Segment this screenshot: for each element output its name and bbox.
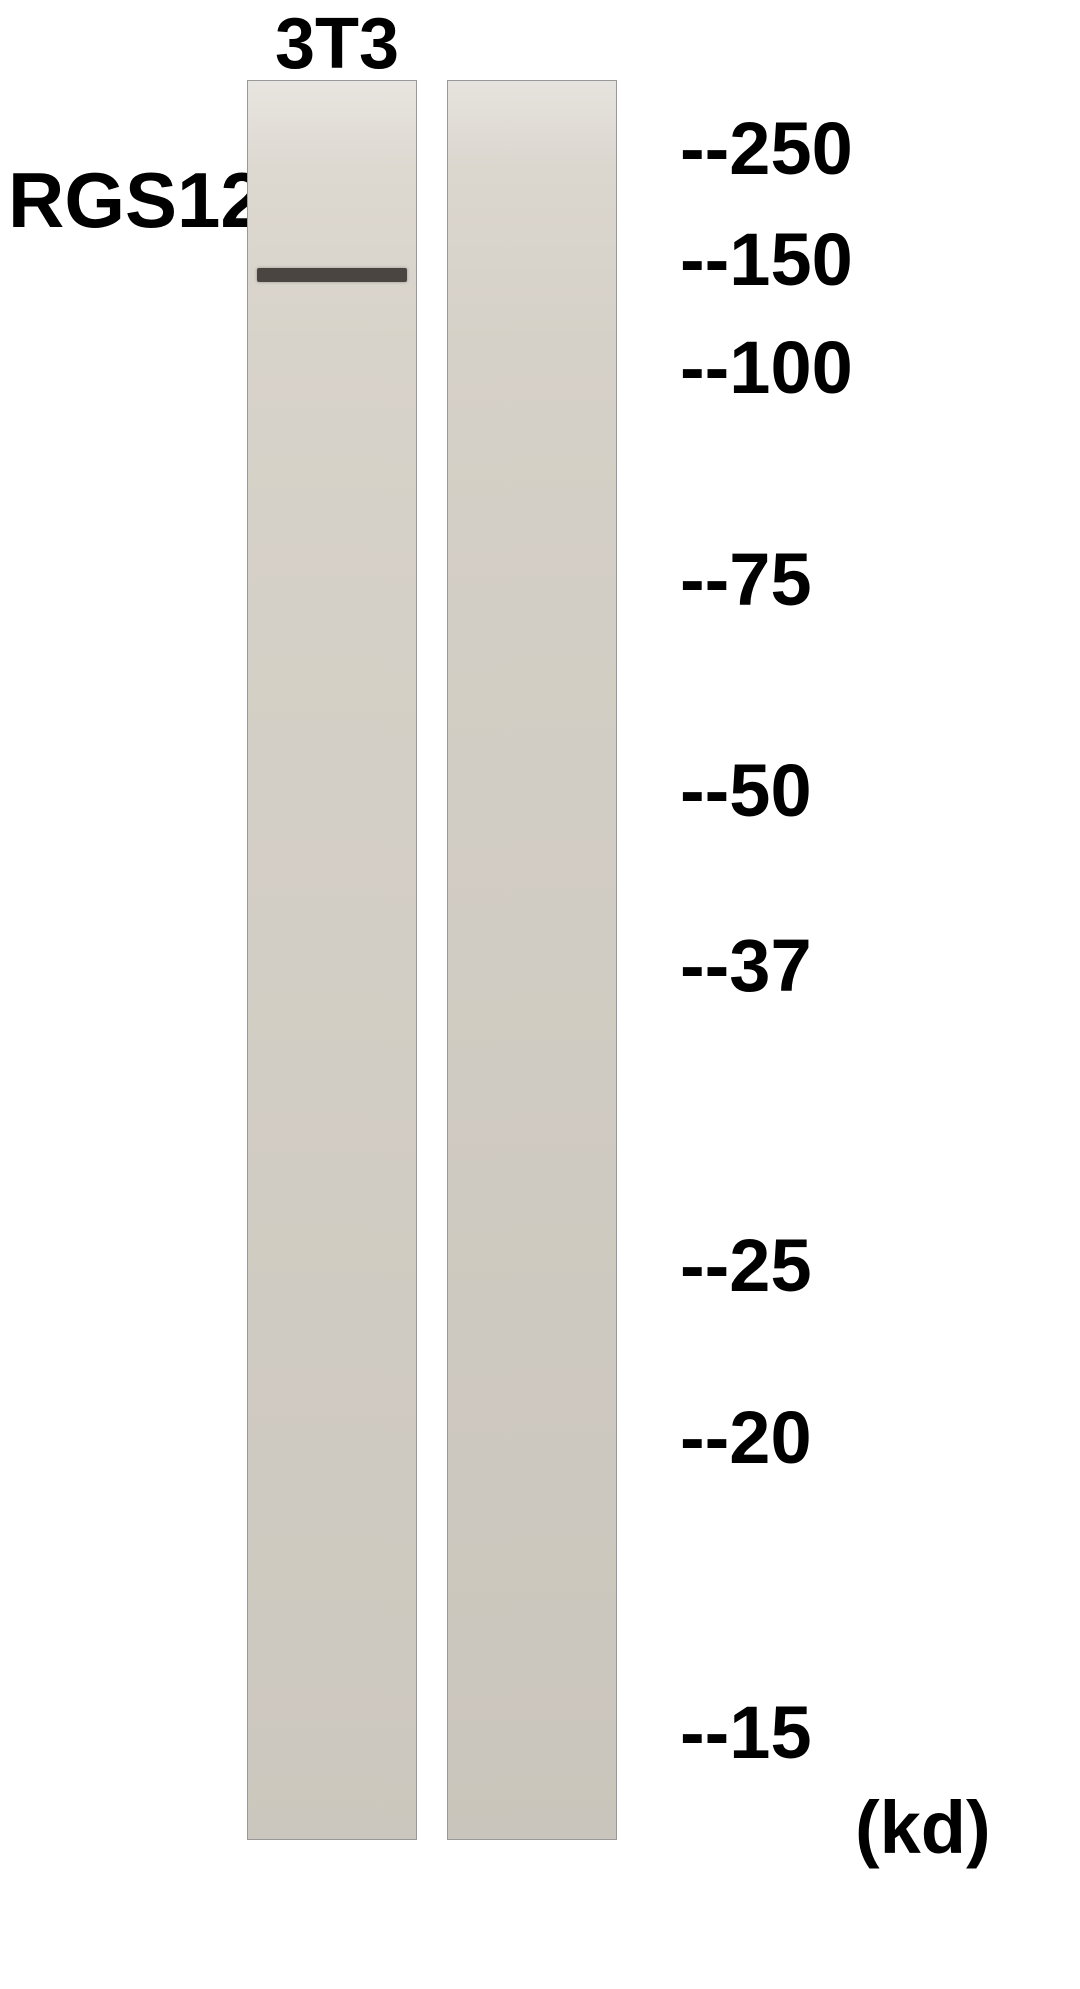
molecular-weight-marker: --150 bbox=[680, 217, 853, 302]
molecular-weight-marker: --250 bbox=[680, 106, 853, 191]
molecular-weight-marker: --75 bbox=[680, 537, 812, 622]
molecular-weight-marker: --15 bbox=[680, 1690, 812, 1775]
lane-header-label: 3T3 bbox=[275, 3, 399, 85]
molecular-weight-marker: --25 bbox=[680, 1223, 812, 1308]
molecular-weight-marker: --50 bbox=[680, 748, 812, 833]
molecular-weight-marker: --20 bbox=[680, 1395, 812, 1480]
protein-name-label: RGS12 bbox=[8, 155, 264, 246]
blot-lane-1 bbox=[247, 80, 417, 1840]
molecular-weight-marker: --100 bbox=[680, 325, 853, 410]
molecular-weight-marker: --37 bbox=[680, 923, 812, 1008]
unit-label: (kd) bbox=[855, 1785, 991, 1870]
blot-lane-2 bbox=[447, 80, 617, 1840]
protein-band bbox=[257, 268, 407, 282]
